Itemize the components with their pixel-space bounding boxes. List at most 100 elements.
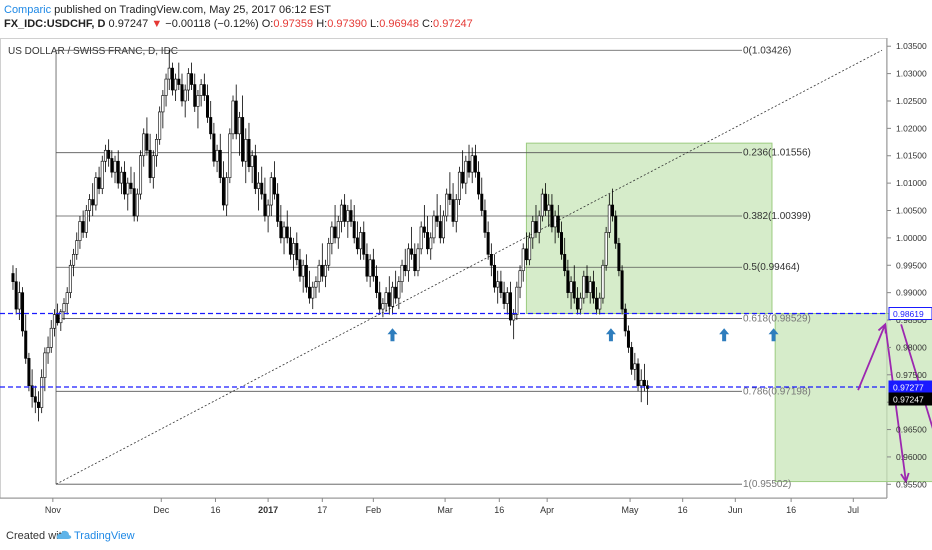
- bull-candle: [244, 139, 248, 162]
- bear-candle: [190, 73, 194, 85]
- bull-candle: [381, 303, 385, 310]
- fib-level-label: 0.236(1.01556): [743, 148, 811, 159]
- x-tick-label: Jul: [848, 505, 860, 515]
- bear-candle: [394, 286, 398, 299]
- x-tick-label: 16: [210, 505, 220, 515]
- bear-candle: [438, 221, 442, 239]
- bear-candle: [14, 281, 18, 310]
- bear-candle: [508, 292, 512, 321]
- fib-level-label: 0(1.03426): [743, 45, 791, 56]
- bear-candle: [480, 193, 484, 211]
- bull-candle: [266, 204, 270, 217]
- bear-candle: [349, 210, 353, 222]
- bear-candle: [145, 133, 149, 151]
- bull-candle: [59, 311, 63, 324]
- bear-candle: [272, 177, 276, 195]
- bear-candle: [343, 204, 347, 222]
- bear-candle: [575, 297, 579, 310]
- fib-level-label: 1(0.95502): [743, 479, 791, 490]
- published-text: published on TradingView.com, May 25, 20…: [54, 4, 331, 16]
- y-tick-label: 1.00500: [896, 206, 927, 216]
- price-change: −0.00118 (−0.12%): [165, 18, 259, 30]
- bear-candle: [11, 273, 15, 282]
- support-arrow-up-icon: [719, 328, 730, 342]
- bear-candle: [483, 210, 487, 233]
- bull-candle: [639, 379, 643, 387]
- bull-candle: [183, 89, 187, 102]
- bull-candle: [400, 264, 404, 282]
- bull-candle: [100, 160, 104, 189]
- open-label: O:: [261, 18, 274, 30]
- bear-candle: [352, 221, 356, 239]
- bear-candle: [534, 221, 538, 233]
- footer: Created with TradingView: [0, 522, 932, 550]
- bull-candle: [359, 232, 363, 250]
- author-link[interactable]: Comparic: [4, 4, 52, 16]
- bull-candle: [540, 193, 544, 217]
- bear-candle: [550, 204, 554, 228]
- bear-candle: [123, 171, 127, 195]
- bull-candle: [196, 95, 200, 107]
- price-tag: [888, 392, 932, 406]
- x-tick-label: Feb: [366, 505, 382, 515]
- x-tick-label: Dec: [153, 505, 170, 515]
- bear-candle: [206, 95, 210, 118]
- bear-candle: [556, 215, 560, 233]
- bear-candle: [295, 243, 299, 261]
- x-tick-label: 2017: [258, 505, 278, 515]
- bear-candle: [362, 232, 366, 255]
- bull-candle: [174, 78, 178, 91]
- bull-candle: [582, 275, 586, 299]
- bull-candle: [103, 149, 107, 162]
- bull-candle: [579, 297, 583, 310]
- bear-candle: [611, 204, 615, 217]
- price-chart[interactable]: US DOLLAR / SWISS FRANC, D, IDC 0(1.0342…: [0, 0, 932, 522]
- y-tick-label: 0.96000: [896, 452, 927, 462]
- tradingview-brand[interactable]: TradingView: [74, 530, 135, 542]
- y-tick-label: 0.97500: [896, 370, 927, 380]
- bull-candle: [94, 177, 98, 206]
- x-tick-label: 16: [678, 505, 688, 515]
- bear-candle: [387, 292, 391, 307]
- bear-candle: [247, 139, 251, 167]
- bear-candle: [276, 193, 280, 222]
- bear-candle: [81, 221, 85, 233]
- bear-candle: [30, 385, 34, 397]
- bear-candle: [320, 264, 324, 277]
- symbol-info: FX_IDC:USDCHF, D 0.97247 ▼ −0.00118 (−0.…: [4, 17, 473, 31]
- bull-candle: [292, 243, 296, 255]
- bull-candle: [164, 78, 168, 96]
- bull-candle: [588, 281, 592, 293]
- bull-candle: [521, 248, 525, 272]
- bull-candle: [158, 111, 162, 140]
- bull-candle: [186, 73, 190, 91]
- x-tick-label: Jun: [728, 505, 743, 515]
- bear-candle: [279, 221, 283, 239]
- bear-candle: [451, 199, 455, 222]
- bull-candle: [126, 182, 130, 195]
- bear-candle: [642, 379, 646, 387]
- bear-candle: [298, 259, 302, 277]
- bear-candle: [263, 193, 267, 217]
- bear-candle: [502, 292, 506, 304]
- bull-candle: [135, 193, 139, 217]
- bear-candle: [91, 199, 95, 206]
- bear-candle: [212, 133, 216, 162]
- bear-candle: [524, 248, 528, 261]
- bear-candle: [97, 177, 101, 189]
- bear-candle: [591, 281, 595, 299]
- x-tick-label: Nov: [45, 505, 62, 515]
- bull-candle: [215, 149, 219, 162]
- bear-candle: [33, 396, 37, 403]
- x-tick-label: 16: [494, 505, 504, 515]
- bear-candle: [221, 177, 225, 206]
- fib-level-label: 0.5(0.99464): [743, 262, 800, 273]
- bear-candle: [595, 297, 599, 310]
- y-tick-label: 0.98000: [896, 342, 927, 352]
- bear-candle: [378, 292, 382, 310]
- y-tick-label: 0.99000: [896, 288, 927, 298]
- bull-candle: [228, 133, 232, 178]
- bull-candle: [429, 237, 433, 250]
- bear-candle: [21, 292, 25, 332]
- bull-candle: [368, 259, 372, 277]
